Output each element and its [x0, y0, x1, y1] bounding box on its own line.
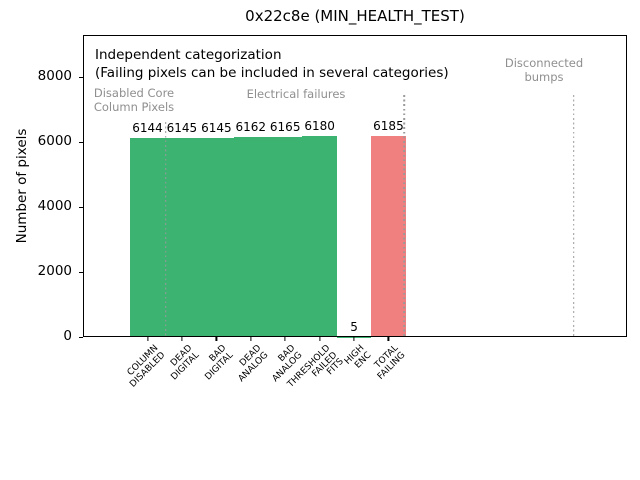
x-tick-mark — [319, 337, 321, 341]
bar-value-label: 6165 — [269, 119, 301, 134]
x-axis-ticks: COLUMN DISABLED DEAD DIGITAL BAD DIGITAL DEAD A… — [83, 337, 627, 457]
bar-value-label: 6180 — [304, 119, 335, 134]
y-tick-label: 0 — [63, 327, 72, 344]
y-tick-mark — [79, 206, 83, 209]
y-tick-label: 4000 — [37, 198, 72, 215]
bar-value-label: 6145 — [166, 120, 198, 135]
bar-bad-analog — [267, 136, 303, 337]
bar-value-label: 5 — [350, 319, 358, 334]
x-tick-mark — [250, 337, 252, 341]
bar-value-label: 6145 — [201, 120, 232, 135]
y-tick-label: 2000 — [37, 262, 72, 279]
group-label-disabled-core-column-pixels-line: Disabled Core — [93, 86, 175, 100]
group-separator-1 — [164, 122, 167, 337]
y-tick-mark — [79, 336, 83, 338]
group-separator-3 — [572, 95, 575, 337]
plot-area: 6144 6145 6145 6162 6165 6180 5 6185 Independen… — [83, 35, 627, 337]
chart-title: 0x22c8e (MIN_HEALTH_TEST) — [245, 7, 465, 25]
x-tick-mark — [146, 337, 149, 341]
x-tick-mark — [215, 337, 217, 341]
bar-value-label: 6162 — [235, 120, 267, 135]
y-tick-mark — [79, 142, 83, 144]
bar-value-label: 6185 — [373, 119, 404, 134]
group-label-disabled-core-column-pixels-line: Column Pixels — [93, 99, 175, 114]
bar-bad-digital — [199, 137, 234, 337]
group-separator-2 — [403, 95, 406, 337]
x-tick-label: TOTAL FAILING — [274, 343, 408, 381]
x-tick-mark — [353, 337, 355, 341]
group-label-disconnected-bumps: Disconnected bumps — [504, 56, 584, 84]
y-tick-mark — [79, 77, 83, 79]
bar-dead-digital — [164, 137, 200, 337]
x-tick-mark — [181, 337, 183, 341]
group-label-disconnected-bumps-line: bumps — [524, 69, 564, 84]
bar-column-disabled — [130, 137, 165, 337]
independent-categorization-note-line: (Failing pixels can be included in sever… — [95, 64, 449, 81]
x-tick-mark — [284, 337, 286, 341]
y-tick-label: 8000 — [37, 68, 72, 85]
bar-value-label: 6144 — [132, 120, 163, 135]
y-tick-mark — [79, 271, 83, 273]
independent-categorization-note: Independent categorization (Failing pixel… — [95, 47, 449, 82]
group-label-electrical-failures: Electrical failures — [246, 87, 346, 102]
bar-dead-analog — [233, 137, 268, 337]
x-tick-mark — [387, 337, 390, 341]
bar-threshold-failed-fits — [302, 136, 337, 337]
y-tick-label: 6000 — [37, 133, 72, 150]
y-axis-ticks: 0 2000 4000 6000 8000 — [0, 35, 83, 344]
bar-total-failing — [371, 136, 406, 337]
group-label-disabled-core-column-pixels: Disabled Core Column Pixels — [93, 86, 175, 114]
group-label-disconnected-bumps-line: Disconnected — [504, 56, 584, 70]
independent-categorization-note-line: Independent categorization — [95, 47, 282, 63]
group-label-electrical-failures-line: Electrical failures — [246, 87, 346, 101]
